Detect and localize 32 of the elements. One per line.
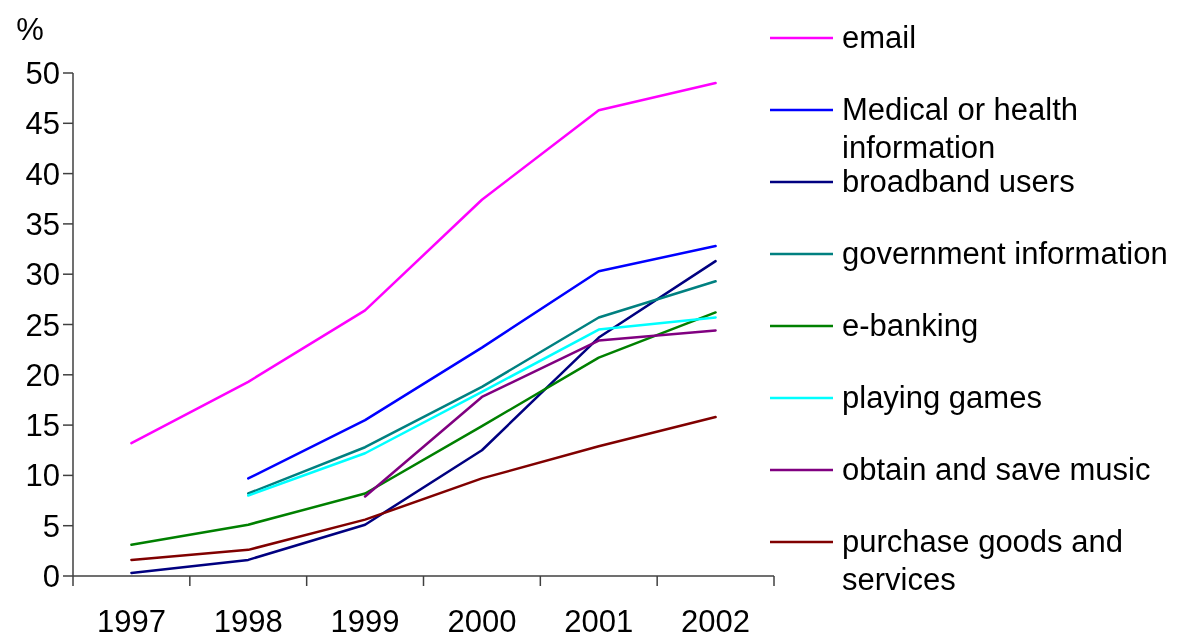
y-tick-label: 15 (25, 408, 60, 444)
x-tick-label: 2001 (564, 604, 634, 635)
x-tick-label: 2002 (681, 604, 751, 635)
x-tick-label: 2000 (447, 604, 517, 635)
y-axis-title: % (16, 12, 44, 47)
line-series (130, 259, 717, 575)
y-tick-label: 50 (25, 56, 60, 91)
legend-label: playing games (842, 379, 1043, 417)
y-tick-label: 30 (25, 257, 60, 293)
x-tick-label: 1998 (213, 604, 283, 635)
line-series (363, 329, 717, 498)
line-series (130, 81, 717, 445)
line-series (247, 244, 717, 480)
y-tick-label: 5 (42, 508, 60, 544)
legend-label: government information (842, 235, 1169, 273)
y-tick-label: 10 (25, 458, 60, 494)
y-tick-label: 25 (25, 307, 60, 343)
y-tick-label: 0 (42, 559, 60, 595)
y-tick-label: 20 (25, 357, 60, 393)
line-series (130, 311, 717, 547)
y-tick-label: 35 (25, 206, 60, 242)
y-tick-label: 45 (25, 106, 60, 142)
line-series (247, 279, 717, 495)
y-tick-label: 40 (25, 156, 60, 192)
legend-label: obtain and save music (842, 451, 1152, 489)
line-series (247, 316, 717, 497)
legend-label: purchase goods and services (842, 523, 1124, 599)
line-series (130, 415, 717, 562)
legend-label: e-banking (842, 307, 980, 345)
legend-label: email (842, 19, 918, 57)
x-tick-label: 1997 (96, 604, 166, 635)
x-tick-label: 1999 (330, 604, 400, 635)
